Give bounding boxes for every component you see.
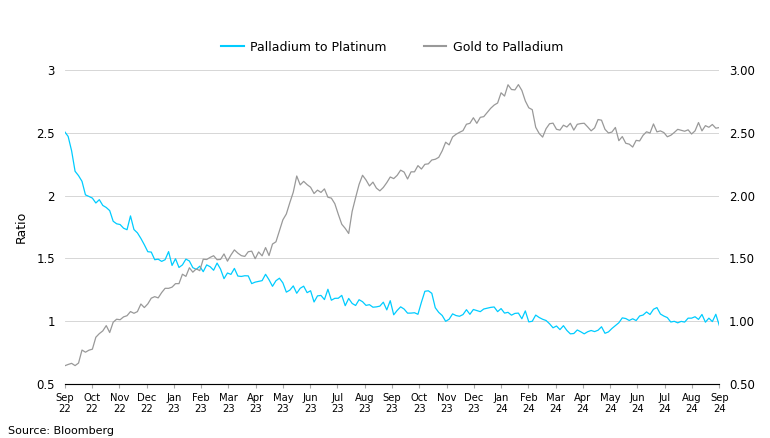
Text: Source: Bloomberg: Source: Bloomberg — [8, 426, 114, 436]
Legend: Palladium to Platinum, Gold to Palladium: Palladium to Platinum, Gold to Palladium — [216, 35, 568, 59]
Y-axis label: Ratio: Ratio — [15, 211, 28, 243]
